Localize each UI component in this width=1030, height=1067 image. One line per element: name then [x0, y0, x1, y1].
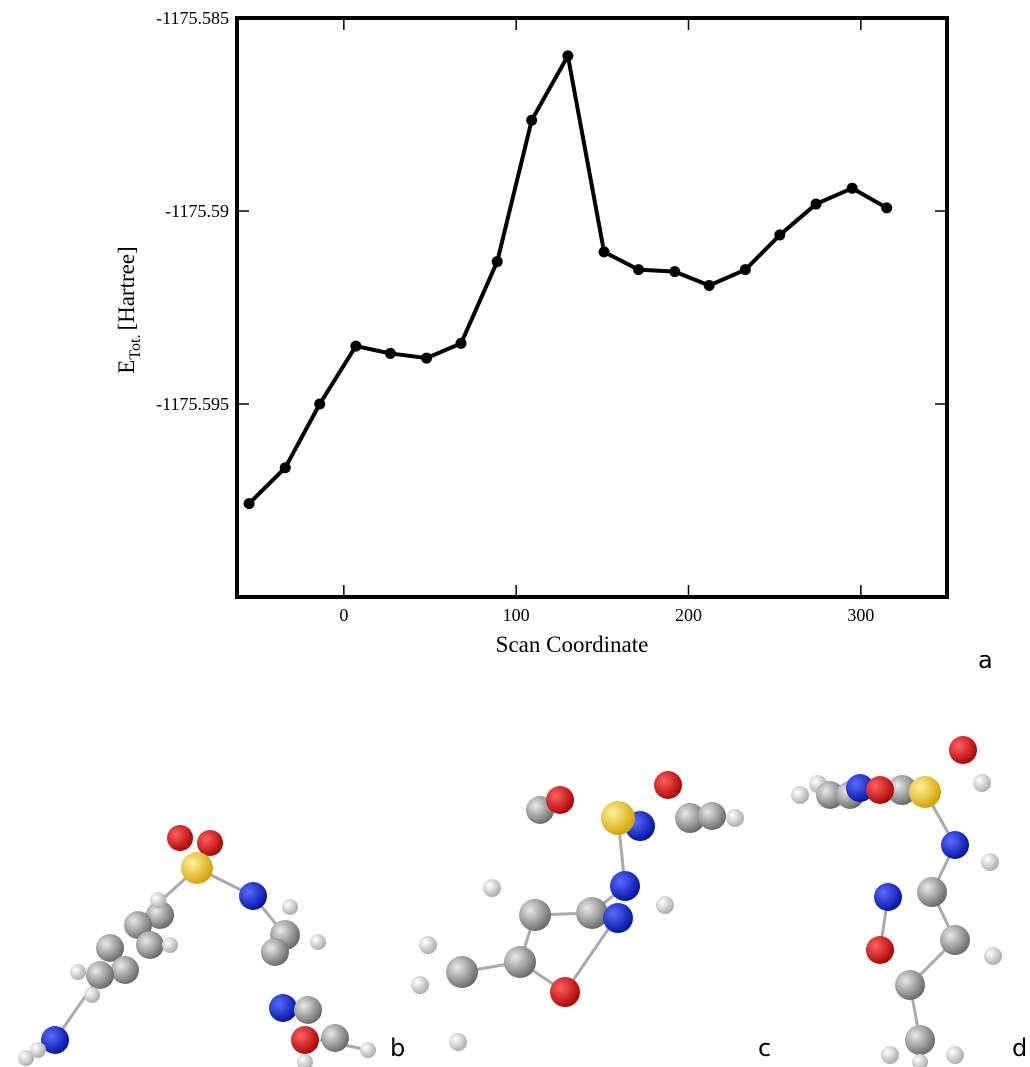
line — [249, 56, 887, 504]
y-axis-title-sub: Tot. — [127, 335, 144, 360]
point — [244, 498, 255, 509]
point — [881, 202, 892, 213]
x-tick-label: 300 — [847, 605, 874, 625]
x-axis-title: Scan Coordinate — [496, 632, 649, 657]
point — [314, 399, 325, 410]
point — [669, 266, 680, 277]
molecule-b — [18, 825, 376, 1067]
point — [385, 348, 396, 359]
molecule-c — [411, 771, 744, 1051]
y-tick-label: -1175.595 — [156, 394, 229, 414]
x-tick-label: 200 — [675, 605, 702, 625]
point — [774, 229, 785, 240]
point — [350, 341, 361, 352]
panel-label: a — [978, 646, 993, 674]
x-tick-label: 100 — [503, 605, 530, 625]
point — [704, 280, 715, 291]
point — [456, 338, 467, 349]
x-tick-label: 0 — [339, 605, 348, 625]
point — [562, 50, 573, 61]
point — [421, 353, 432, 364]
point — [526, 115, 537, 126]
point — [740, 264, 751, 275]
point — [633, 264, 644, 275]
panel-label: d — [1012, 1034, 1027, 1062]
point — [599, 246, 610, 257]
y-axis-title-main: E — [114, 360, 139, 374]
molecule-d — [791, 736, 1002, 1067]
panel-label: c — [758, 1034, 771, 1062]
point — [280, 462, 291, 473]
figure: Scan Coordinate ETot. [Hartree] a b c d — [0, 0, 1030, 1067]
point — [492, 256, 503, 267]
panel-label: b — [390, 1034, 405, 1062]
point — [811, 199, 822, 210]
y-axis-title: ETot. [Hartree] — [114, 246, 144, 373]
y-axis-title-unit: [Hartree] — [114, 246, 139, 330]
y-tick-label: -1175.585 — [156, 8, 229, 28]
y-tick-label: -1175.59 — [165, 201, 229, 221]
page: Scan Coordinate ETot. [Hartree] a b c d — [0, 0, 1030, 1067]
plot-frame — [237, 18, 947, 597]
point — [847, 183, 858, 194]
